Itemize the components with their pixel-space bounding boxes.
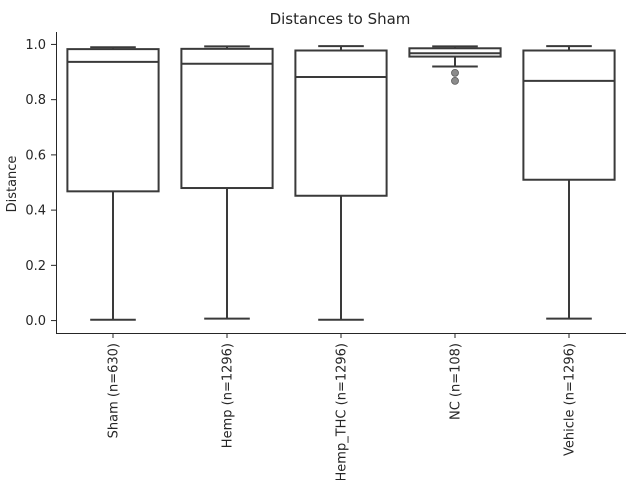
x-tick-label: NC (n=108)	[449, 343, 464, 420]
y-axis-label: Distance	[5, 156, 20, 213]
boxes	[66, 45, 616, 321]
y-tick-label: 0.2	[25, 259, 46, 274]
box-group	[294, 45, 388, 321]
box-group	[408, 45, 502, 85]
iqr-box	[66, 48, 160, 193]
outlier-point	[451, 76, 459, 85]
iqr-box	[180, 47, 274, 190]
x-tick-label: Hemp_THC (n=1296)	[335, 343, 350, 480]
x-tick-label: Hemp (n=1296)	[221, 343, 236, 448]
outlier-point	[451, 68, 459, 77]
iqr-box	[522, 49, 616, 181]
y-tick-label: 0.6	[25, 148, 46, 163]
x-ticks: Sham (n=630) Hemp (n=1296) Hemp_THC (n=129…	[107, 333, 578, 480]
y-tick-label: 1.0	[25, 38, 46, 53]
x-tick-label: Sham (n=630)	[107, 343, 122, 438]
x-tick-label: Vehicle (n=1296)	[563, 343, 578, 456]
y-tick-label: 0.8	[25, 93, 46, 108]
y-ticks: 0.0 0.2 0.4 0.6 0.8 1.0	[25, 38, 56, 329]
iqr-box	[294, 49, 388, 197]
chart-title: Distances to Sham	[270, 10, 411, 28]
y-tick-label: 0.4	[25, 204, 46, 219]
y-tick-label: 0.0	[25, 314, 46, 329]
box-group	[180, 45, 274, 320]
box-group	[522, 45, 616, 320]
box-group	[66, 46, 160, 321]
